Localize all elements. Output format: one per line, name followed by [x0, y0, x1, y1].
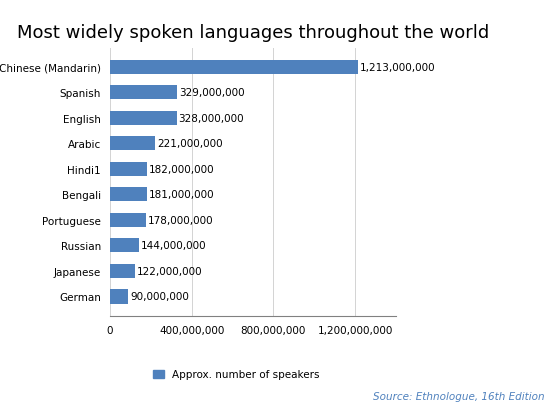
Text: 329,000,000: 329,000,000 — [179, 88, 244, 98]
Bar — [110, 112, 177, 126]
Text: 1,213,000,000: 1,213,000,000 — [360, 63, 435, 73]
Bar — [110, 213, 146, 228]
Bar — [110, 290, 128, 304]
Bar — [110, 86, 177, 100]
Bar — [110, 188, 147, 202]
Title: Most widely spoken languages throughout the world: Most widely spoken languages throughout … — [17, 23, 489, 41]
Text: 221,000,000: 221,000,000 — [157, 139, 222, 149]
Bar — [110, 137, 155, 151]
Text: 328,000,000: 328,000,000 — [179, 114, 244, 124]
Text: Source: Ethnologue, 16th Edition: Source: Ethnologue, 16th Edition — [373, 391, 544, 401]
Bar — [110, 264, 135, 278]
Bar — [110, 61, 358, 75]
Text: 90,000,000: 90,000,000 — [130, 292, 189, 302]
Bar — [110, 162, 147, 177]
Text: 182,000,000: 182,000,000 — [149, 164, 214, 175]
Text: 178,000,000: 178,000,000 — [148, 215, 213, 226]
Text: 181,000,000: 181,000,000 — [148, 190, 214, 200]
Text: 144,000,000: 144,000,000 — [141, 241, 207, 251]
Text: 122,000,000: 122,000,000 — [136, 266, 202, 276]
Legend: Approx. number of speakers: Approx. number of speakers — [149, 365, 324, 384]
Bar — [110, 239, 139, 253]
